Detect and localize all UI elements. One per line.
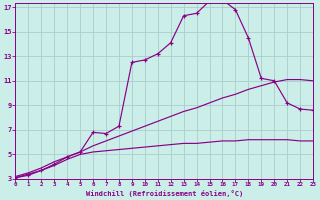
X-axis label: Windchill (Refroidissement éolien,°C): Windchill (Refroidissement éolien,°C) [86, 190, 243, 197]
